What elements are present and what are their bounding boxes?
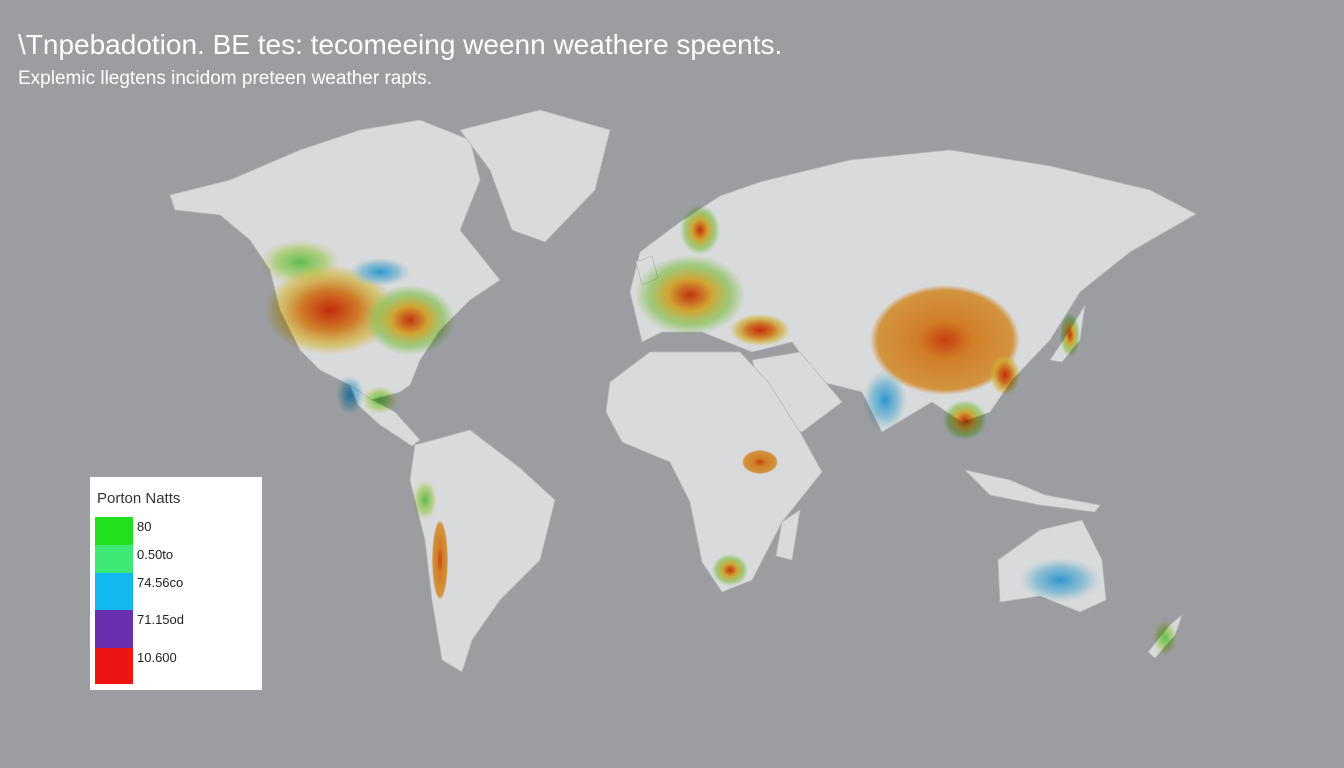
heat-spot [990, 355, 1020, 395]
heat-spot [1060, 313, 1080, 357]
legend-swatch [95, 517, 133, 545]
heat-spot [863, 370, 907, 430]
heat-spot [635, 255, 745, 335]
legend-label: 80 [137, 519, 151, 534]
legend: Porton Natts 80 0.50to 74.56co 71.15od 10.60… [90, 477, 262, 690]
subtitle: Explemic llegtens incidom preteen weathe… [18, 68, 432, 89]
south-america [409, 429, 556, 673]
heat-overlay [260, 205, 1177, 656]
legend-swatch [95, 648, 133, 684]
heat-spot [432, 520, 448, 600]
heat-spot [350, 258, 410, 286]
heat-spot [742, 450, 778, 474]
legend-label: 0.50to [137, 547, 173, 562]
legend-title: Porton Natts [97, 490, 180, 507]
heat-spot [943, 400, 987, 440]
greenland [459, 109, 611, 243]
madagascar [775, 509, 801, 561]
africa [605, 351, 823, 593]
heat-spot [870, 285, 1020, 395]
title: \Tnpebadotion. BE tes: tecomeeing weenn … [18, 29, 782, 60]
legend-items: 80 0.50to 74.56co 71.15od 10.600 [95, 517, 184, 684]
indonesia [963, 469, 1101, 513]
heat-spot [336, 375, 364, 415]
heat-spot [1020, 558, 1100, 602]
legend-label: 71.15od [137, 612, 184, 627]
heat-spot [365, 285, 455, 355]
heat-spot [712, 554, 748, 586]
heat-spot [413, 480, 437, 520]
heat-spot [730, 314, 790, 346]
legend-swatch [95, 610, 133, 648]
legend-label: 10.600 [137, 650, 177, 665]
heat-spot [1153, 620, 1177, 656]
legend-swatch [95, 573, 133, 610]
heat-spot [265, 265, 395, 355]
legend-swatch [95, 545, 133, 573]
heat-spot [680, 205, 720, 255]
legend-label: 74.56co [137, 575, 183, 590]
heat-spot [362, 386, 398, 414]
